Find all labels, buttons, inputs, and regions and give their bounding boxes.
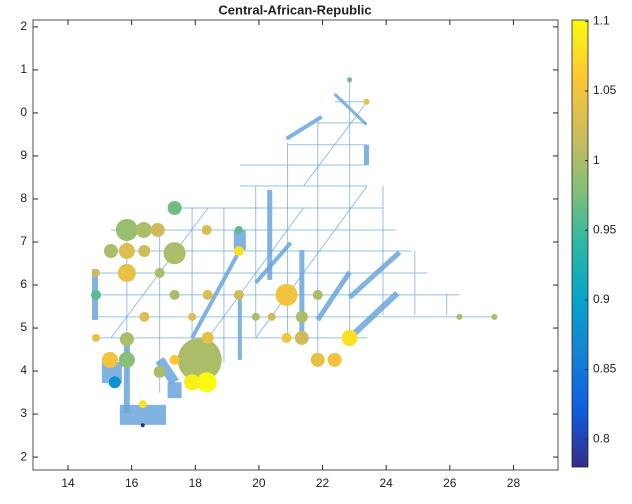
node [312,289,323,300]
node [201,224,212,235]
x-tick-label: 22 [316,476,330,490]
node [267,312,276,321]
edge [155,357,179,386]
edge [333,92,368,126]
colorbar-tick-label: 0.8 [593,431,610,445]
node [118,351,135,368]
node [202,289,213,300]
node [92,333,100,342]
node [91,289,101,300]
node [456,313,463,320]
node [119,332,134,347]
node [184,374,201,391]
colorbar [571,19,589,468]
node [491,313,498,320]
node [196,372,217,393]
y-tick-label: 0 [20,105,27,119]
node [169,289,180,300]
node [102,351,118,368]
node [295,310,308,323]
node [140,423,145,428]
x-tick-label: 28 [507,476,521,490]
y-tick-label: 2 [20,19,27,33]
y-tick-label: 9 [20,148,27,162]
x-tick-label: 20 [252,476,266,490]
x-tick-label: 24 [380,476,394,490]
y-tick-label: 8 [20,191,27,205]
x-tick-label: 14 [61,476,75,490]
node [154,267,165,278]
node [92,268,100,277]
node [281,332,292,343]
node [118,243,135,260]
chart-title: Central-African-Republic [218,2,371,17]
colorbar-tick-label: 0.95 [593,222,617,236]
node [327,352,342,367]
node [233,289,244,300]
y-tick-label: 5 [20,320,27,334]
node [150,222,165,237]
plot-area [33,20,558,470]
edge [347,250,402,300]
y-tick-label: 3 [20,406,27,420]
node [169,354,180,365]
node [201,331,214,344]
node [347,77,353,83]
edge [255,185,368,339]
colorbar-tick-label: 1.1 [593,14,610,28]
axes-box [32,19,559,471]
y-tick-label: 7 [20,234,27,248]
y-tick-label: 6 [20,277,27,291]
node [153,365,166,378]
node [177,337,222,382]
node [234,225,243,234]
node [341,329,358,346]
node [188,312,197,321]
node [103,244,118,259]
node [117,263,136,282]
node [233,246,244,257]
colorbar-tick-label: 1.05 [593,83,617,97]
node [138,400,147,409]
node [138,245,151,258]
y-tick-label: 2 [20,449,27,463]
node [294,330,309,345]
edge [254,241,293,285]
node [251,312,260,321]
x-tick-label: 16 [125,476,139,490]
edge [190,249,242,339]
node [163,242,186,265]
node [135,221,152,238]
node [363,98,370,105]
node [139,311,150,322]
colorbar-tick-label: 0.85 [593,362,617,376]
colorbar-tick-label: 1 [593,153,600,167]
colorbar-tick-label: 0.9 [593,292,610,306]
node [275,283,298,306]
node [108,376,121,389]
node [310,352,325,367]
y-tick-label: 4 [20,363,27,377]
node [115,218,138,241]
x-tick-label: 18 [189,476,203,490]
edge [315,270,352,322]
y-tick-label: 1 [20,62,27,76]
node [167,201,182,216]
edge [285,115,323,141]
edge [347,290,400,341]
x-tick-label: 26 [443,476,457,490]
